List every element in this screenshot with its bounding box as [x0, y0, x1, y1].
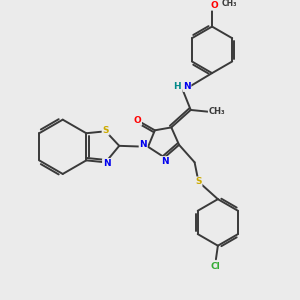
Text: H: H [173, 82, 181, 91]
Text: N: N [161, 157, 168, 166]
Text: N: N [183, 82, 191, 91]
Text: CH₃: CH₃ [208, 107, 225, 116]
Text: S: S [195, 177, 202, 186]
Text: O: O [210, 1, 218, 10]
Text: CH₃: CH₃ [222, 0, 237, 8]
Text: S: S [102, 126, 109, 135]
Text: N: N [140, 140, 147, 149]
Text: Cl: Cl [210, 262, 220, 271]
Text: O: O [134, 116, 141, 125]
Text: N: N [103, 159, 110, 168]
